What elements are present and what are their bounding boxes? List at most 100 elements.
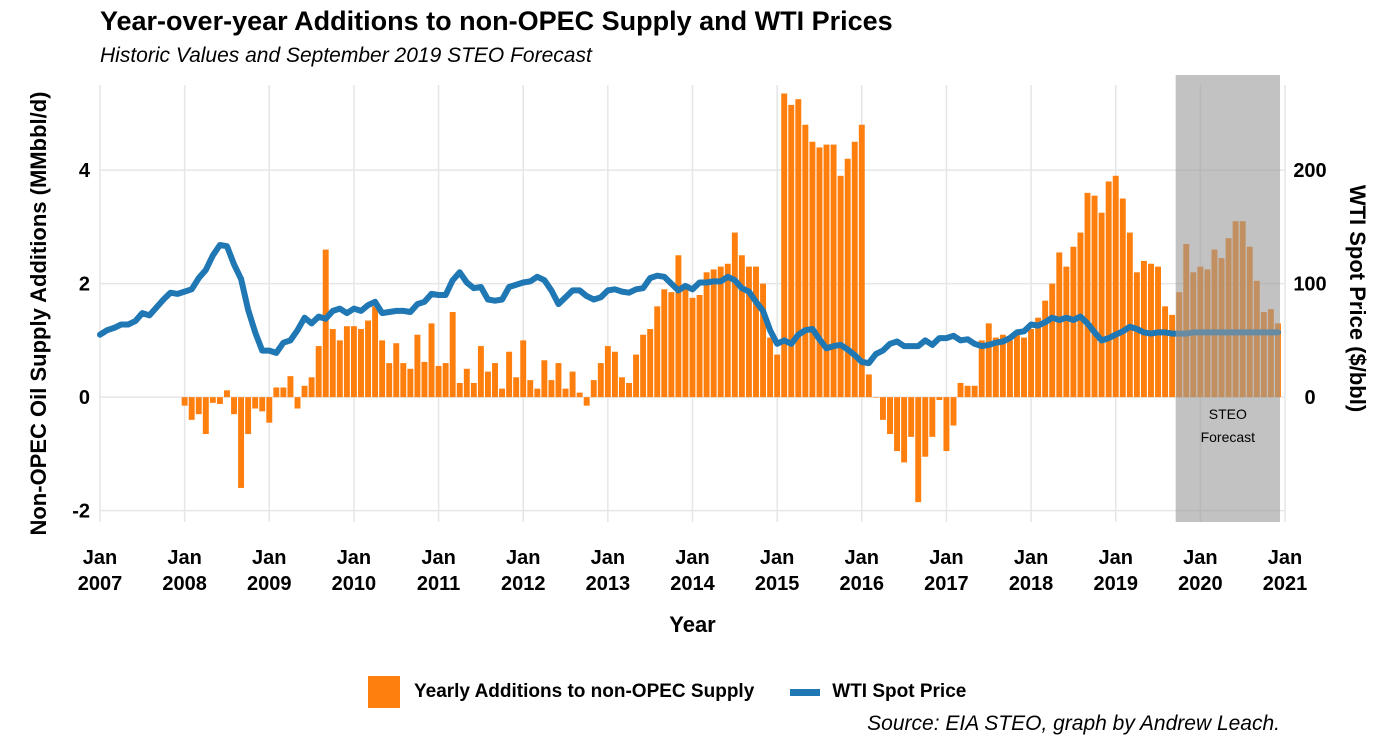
x-tick-label: Jan bbox=[167, 547, 201, 569]
supply-bar bbox=[823, 144, 830, 398]
forecast-label-line1: STEO bbox=[1209, 406, 1247, 422]
supply-bar bbox=[795, 99, 802, 398]
supply-bar bbox=[273, 387, 280, 398]
supply-bar bbox=[887, 397, 893, 435]
supply-bar bbox=[1042, 300, 1049, 398]
supply-bar bbox=[209, 397, 216, 403]
wti-price-line-group bbox=[97, 242, 1281, 367]
supply-bar bbox=[463, 368, 470, 398]
supply-bar bbox=[908, 397, 915, 437]
supply-bar bbox=[781, 93, 788, 398]
x-tick-label-year: 2014 bbox=[670, 573, 715, 595]
supply-bar bbox=[929, 397, 936, 437]
supply-bar bbox=[350, 326, 357, 398]
supply-bar bbox=[788, 104, 795, 398]
supply-bar bbox=[1098, 212, 1105, 398]
supply-bar bbox=[442, 363, 449, 398]
supply-bar bbox=[1063, 266, 1070, 398]
supply-bar bbox=[682, 286, 689, 398]
supply-bar bbox=[1140, 260, 1147, 398]
supply-bar bbox=[661, 289, 668, 398]
supply-bar bbox=[252, 397, 259, 409]
supply-bar bbox=[654, 306, 661, 398]
supply-bar bbox=[767, 337, 774, 398]
supply-bar bbox=[484, 371, 491, 398]
supply-bar bbox=[400, 363, 407, 398]
supply-bar bbox=[837, 175, 844, 398]
supply-bar bbox=[964, 385, 971, 398]
supply-bar bbox=[195, 397, 202, 415]
supply-bar bbox=[555, 363, 562, 398]
supply-bar bbox=[470, 382, 477, 398]
supply-bar bbox=[315, 346, 322, 398]
supply-bar bbox=[428, 323, 435, 398]
supply-bar bbox=[738, 255, 745, 398]
x-tick-label-year: 2017 bbox=[924, 573, 969, 595]
chart-subtitle: Historic Values and September 2019 STEO … bbox=[100, 44, 592, 67]
supply-bar bbox=[393, 343, 400, 398]
supply-bar bbox=[336, 340, 343, 398]
supply-bar bbox=[1084, 192, 1091, 398]
supply-bar bbox=[238, 397, 245, 488]
axes: Jan2007Jan2008Jan2009Jan2010Jan2011Jan20… bbox=[72, 160, 1326, 595]
supply-bar bbox=[978, 340, 985, 398]
supply-bar bbox=[294, 397, 301, 409]
chart-title: Year-over-year Additions to non-OPEC Sup… bbox=[100, 6, 893, 36]
supply-bar bbox=[365, 320, 371, 398]
supply-bar bbox=[675, 255, 682, 398]
legend-swatch-bars bbox=[368, 676, 400, 708]
supply-bar bbox=[809, 141, 816, 398]
supply-bar bbox=[590, 380, 597, 398]
supply-bar bbox=[710, 269, 717, 398]
supply-bar bbox=[287, 376, 294, 398]
supply-bar bbox=[696, 294, 703, 398]
supply-bar bbox=[188, 397, 195, 420]
x-tick-label: Jan bbox=[83, 547, 117, 569]
supply-bar bbox=[640, 334, 647, 398]
legend: Yearly Additions to non-OPEC Supply WTI … bbox=[368, 676, 966, 708]
supply-bar bbox=[597, 363, 604, 398]
x-tick-label-year: 2019 bbox=[1093, 573, 1138, 595]
supply-bar bbox=[879, 397, 886, 420]
supply-bar bbox=[1119, 198, 1126, 398]
supply-bar bbox=[569, 371, 576, 398]
supply-bar bbox=[216, 397, 223, 404]
x-tick-label: Jan bbox=[845, 547, 879, 569]
x-tick-label: Jan bbox=[760, 547, 794, 569]
y-right-tick-label: 100 bbox=[1293, 274, 1326, 296]
x-tick-label: Jan bbox=[1183, 547, 1217, 569]
supply-bar bbox=[724, 263, 731, 398]
x-tick-label: Jan bbox=[591, 547, 625, 569]
supply-bar bbox=[901, 397, 908, 463]
supply-bar bbox=[1091, 195, 1098, 398]
legend-label-bars: Yearly Additions to non-OPEC Supply bbox=[414, 681, 755, 702]
x-tick-label: Jan bbox=[929, 547, 963, 569]
supply-bar bbox=[499, 388, 506, 398]
y-axis-left-title: Non-OPEC Oil Supply Additions (MMbbl/d) bbox=[26, 91, 51, 535]
supply-bar bbox=[259, 397, 266, 412]
forecast-label-line2: Forecast bbox=[1201, 429, 1256, 445]
supply-bar bbox=[492, 363, 498, 398]
supply-bar bbox=[774, 354, 781, 398]
x-tick-label: Jan bbox=[1098, 547, 1132, 569]
y-right-tick-label: 200 bbox=[1293, 160, 1326, 182]
supply-bar bbox=[1021, 337, 1027, 398]
supply-bar bbox=[1028, 329, 1035, 398]
supply-bar bbox=[830, 144, 837, 398]
supply-bar bbox=[181, 397, 188, 406]
wti-price-line bbox=[97, 242, 1281, 367]
supply-bar bbox=[421, 361, 428, 398]
supply-bar bbox=[358, 329, 364, 398]
supply-bar bbox=[992, 337, 999, 398]
x-tick-label-year: 2018 bbox=[1009, 573, 1054, 595]
x-tick-label: Jan bbox=[675, 547, 709, 569]
supply-bar bbox=[548, 380, 555, 398]
supply-bar bbox=[562, 388, 569, 398]
supply-bar bbox=[435, 365, 442, 398]
supply-bar bbox=[520, 340, 527, 398]
source-note: Source: EIA STEO, graph by Andrew Leach. bbox=[867, 712, 1280, 735]
supply-bar bbox=[456, 382, 463, 398]
supply-bar bbox=[604, 346, 611, 398]
supply-bar bbox=[231, 397, 237, 415]
